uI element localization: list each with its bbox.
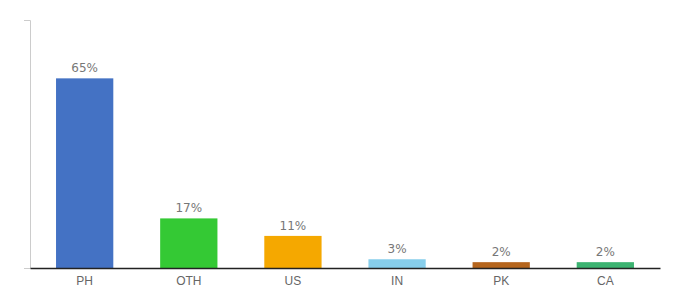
- bar: [160, 218, 217, 268]
- x-tick: IN: [391, 268, 403, 288]
- x-tick-label: OTH: [176, 274, 201, 288]
- x-axis: PH OTH US IN PK CA: [31, 268, 661, 288]
- chart: PH OTH US IN PK CA 65% 17% 11% 3% 2% 2%: [0, 0, 680, 300]
- x-tick-label: PH: [76, 274, 93, 288]
- bars: [56, 78, 634, 268]
- x-tick-label: US: [285, 274, 302, 288]
- y-axis-line: [24, 21, 31, 269]
- y-axis: [24, 21, 31, 269]
- bar: [56, 78, 113, 268]
- x-tick: US: [285, 268, 302, 288]
- plot: PH OTH US IN PK CA 65% 17% 11% 3% 2% 2%: [24, 21, 661, 288]
- data-label: 3%: [388, 242, 407, 256]
- data-label: 11%: [280, 219, 307, 233]
- bar: [368, 259, 425, 268]
- x-tick: OTH: [176, 268, 201, 288]
- data-label: 17%: [175, 201, 202, 215]
- x-tick-label: IN: [391, 274, 403, 288]
- x-tick-label: CA: [597, 274, 614, 288]
- bar: [264, 236, 321, 268]
- bar: [473, 262, 530, 268]
- x-tick: CA: [597, 268, 614, 288]
- data-label: 2%: [492, 245, 511, 259]
- bar: [577, 262, 634, 268]
- data-label: 2%: [596, 245, 615, 259]
- x-axis-line: [31, 268, 661, 270]
- data-label: 65%: [71, 61, 98, 75]
- data-labels: 65% 17% 11% 3% 2% 2%: [71, 61, 615, 259]
- x-tick-label: PK: [493, 274, 509, 288]
- x-tick: PH: [76, 268, 93, 288]
- x-tick: PK: [493, 268, 509, 288]
